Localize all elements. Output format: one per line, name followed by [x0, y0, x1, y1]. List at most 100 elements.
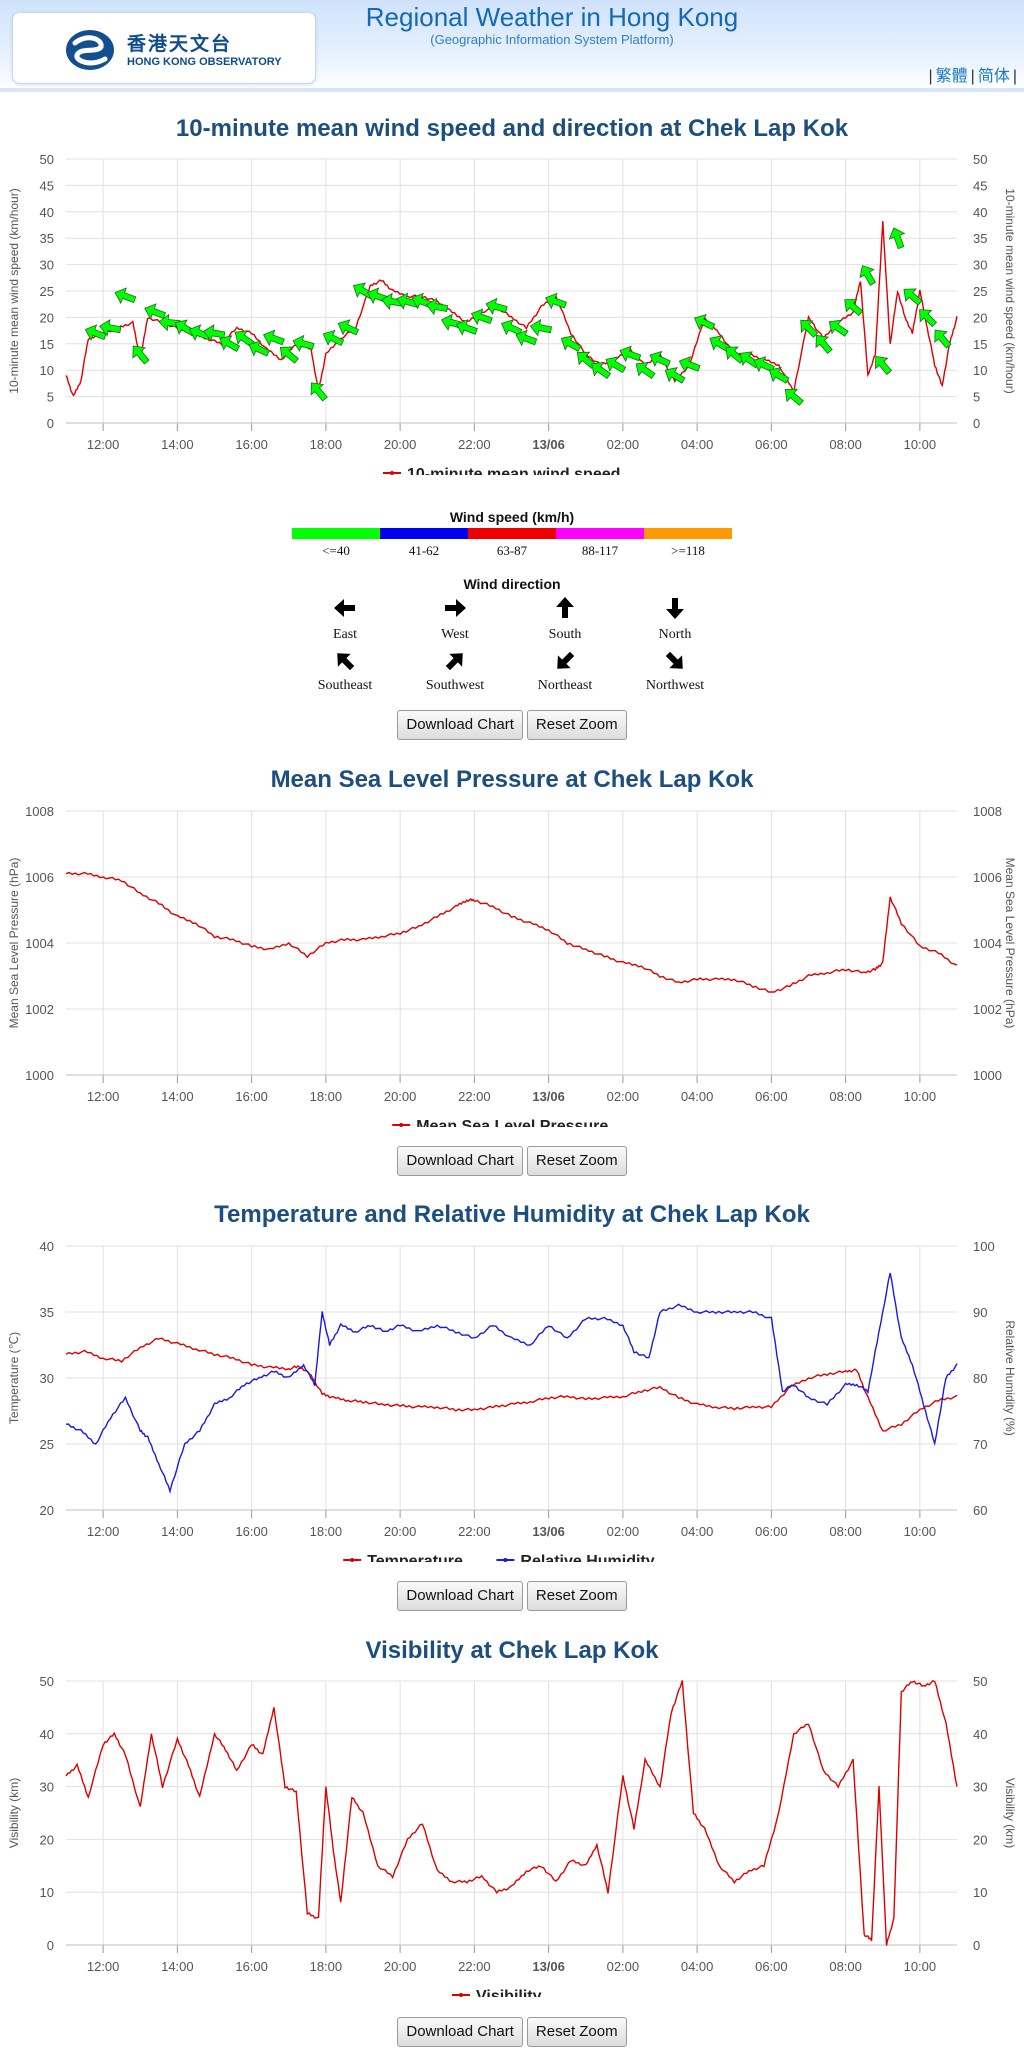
temp-rh-chart-title: Temperature and Relative Humidity at Che… — [214, 1201, 810, 1228]
wind-direction-arrow — [678, 355, 701, 373]
temp-rh-chart[interactable]: 20 25 30 35 40 60 70 80 90 100 12:00 14:00 16:00 18:0… — [0, 1232, 1024, 1562]
legend-item[interactable]: Visibility — [452, 1988, 542, 1997]
x-tick-label: 18:00 — [310, 437, 343, 452]
arrow-shape — [529, 318, 553, 337]
speed-bin-label: <=40 — [322, 543, 350, 558]
arrow-shape — [859, 265, 877, 286]
arrow-shape — [515, 329, 538, 347]
x-tick-label: 18:00 — [310, 1959, 343, 1974]
speed-bin-label: 63-87 — [496, 543, 528, 558]
x-tick-label: 14:00 — [161, 437, 194, 452]
y-tick-label: 35 — [40, 1305, 54, 1320]
grid — [66, 1245, 957, 1511]
arrow-shape — [635, 361, 656, 379]
legend-marker — [459, 1993, 463, 1997]
lang-simplified-link[interactable]: 简体 — [977, 68, 1010, 85]
wind-direction-arrow — [470, 308, 493, 326]
download-chart-button[interactable]: Download Chart — [397, 2017, 523, 2047]
download-chart-button[interactable]: Download Chart — [397, 1146, 523, 1176]
wind-direction-arrow — [337, 319, 360, 336]
wind-direction-arrow — [132, 345, 150, 365]
wind-direction-arrow — [322, 329, 345, 346]
visibility-chart[interactable]: 0 10 20 30 40 50 0 10 20 30 40 50 12:00 14:00 16:00 18:… — [0, 1667, 1024, 1997]
arrow-shape — [500, 319, 523, 336]
y-right-tick-label: 1008 — [973, 804, 1002, 819]
series-line-temperature — [65, 1337, 958, 1432]
x-tick-label: 20:00 — [384, 1089, 417, 1104]
logo[interactable]: 香港天文台 HONG KONG OBSERVATORY — [12, 12, 316, 84]
wind-direction-arrow — [500, 319, 523, 336]
x-tick-label: 04:00 — [681, 1089, 714, 1104]
wind-direction-arrow — [844, 298, 864, 317]
arrow-shape — [649, 350, 671, 368]
legend-item[interactable]: 10-minute mean wind speed — [383, 466, 620, 475]
arrow-shape — [234, 330, 255, 348]
wind-chart-controls: Download Chart Reset Zoom — [0, 710, 1024, 740]
lang-traditional-link[interactable]: 繁體 — [935, 68, 968, 85]
y-right-tick-label: 1000 — [973, 1068, 1002, 1083]
speed-bin-swatch — [380, 528, 468, 539]
y-right-tick-label: 35 — [973, 231, 987, 246]
reset-zoom-button[interactable]: Reset Zoom — [526, 1146, 627, 1176]
speed-bin-swatch — [556, 528, 644, 539]
y-tick-label: 30 — [40, 1780, 54, 1795]
reset-zoom-button[interactable]: Reset Zoom — [526, 2017, 627, 2047]
grid — [66, 1680, 957, 1946]
arrow-shape — [545, 292, 567, 310]
wind-speed-legend-title: Wind speed (km/h) — [449, 509, 575, 525]
x-tick-label: 06:00 — [755, 1089, 788, 1104]
reset-zoom-button[interactable]: Reset Zoom — [526, 1581, 627, 1611]
y-right-tick-label: 45 — [973, 178, 987, 193]
wind-direction-arrow — [576, 351, 596, 369]
legend-label: Visibility — [476, 1988, 542, 1997]
y-tick-label: 20 — [40, 1503, 54, 1518]
wind-direction-arrow — [619, 345, 642, 363]
arrow-shape — [576, 351, 596, 369]
y-right-tick-label: 0 — [973, 1938, 980, 1953]
wind-direction-arrow — [874, 356, 893, 376]
wind-chart[interactable]: 0 5 10 15 20 25 30 35 40 45 50 0 5 10 15 20 25 30 35 40 45 50… — [0, 145, 1024, 475]
wind-direction-label: Southeast — [317, 678, 373, 693]
wind-direction-arrow — [800, 319, 819, 338]
wind-direction-arrow — [888, 227, 906, 250]
y-right-tick-label: 5 — [973, 390, 980, 405]
x-tick-label: 12:00 — [87, 437, 120, 452]
pressure-chart[interactable]: 1000 1002 1004 1006 1008 1000 1002 1004 1006 1008… — [0, 797, 1024, 1127]
arrow-shape — [828, 319, 849, 337]
x-tick-label: 14:00 — [161, 1089, 194, 1104]
y-tick-label: 30 — [40, 258, 54, 273]
site-header: 香港天文台 HONG KONG OBSERVATORY Regional Wea… — [0, 0, 1024, 92]
y-tick-label: 35 — [40, 231, 54, 246]
legend-item[interactable]: Relative Humidity — [496, 1553, 655, 1562]
wind-direction-arrow — [292, 334, 315, 352]
hko-logo-icon — [66, 30, 114, 70]
legend-item[interactable]: Mean Sea Level Pressure — [392, 1118, 608, 1127]
x-tick-label: 22:00 — [458, 1524, 491, 1539]
arrow-shape — [219, 335, 241, 352]
wind-direction-arrow — [219, 335, 241, 352]
series-line-relative-humidity — [65, 1272, 958, 1495]
x-tick-label: 20:00 — [384, 437, 417, 452]
arrow-up-right-icon — [445, 653, 463, 671]
y-right-tick-label: 30 — [973, 1780, 987, 1795]
wind-direction-arrow — [425, 297, 449, 316]
wind-direction-arrow — [158, 313, 181, 332]
wind-direction-arrow — [903, 288, 923, 306]
wind-direction-label: Northwest — [645, 678, 705, 693]
arrow-shape — [144, 303, 167, 320]
reset-zoom-button[interactable]: Reset Zoom — [526, 710, 627, 740]
download-chart-button[interactable]: Download Chart — [397, 710, 523, 740]
wind-direction-arrow — [310, 382, 328, 402]
legend-label: Temperature — [367, 1553, 463, 1562]
download-chart-button[interactable]: Download Chart — [397, 1581, 523, 1611]
legend-item[interactable]: Temperature — [343, 1553, 463, 1562]
y-right-axis-title: 10-minute mean wind speed (km/hour) — [1003, 188, 1017, 393]
y-tick-label: 20 — [40, 1832, 54, 1847]
y-right-tick-label: 0 — [973, 416, 980, 431]
y-tick-label: 10 — [40, 363, 54, 378]
x-tick-label: 22:00 — [458, 1959, 491, 1974]
x-tick-label: 13/06 — [532, 1524, 565, 1539]
wind-direction-label: West — [441, 627, 469, 642]
arrow-shape — [99, 318, 122, 337]
y-right-tick-label: 100 — [973, 1239, 995, 1254]
